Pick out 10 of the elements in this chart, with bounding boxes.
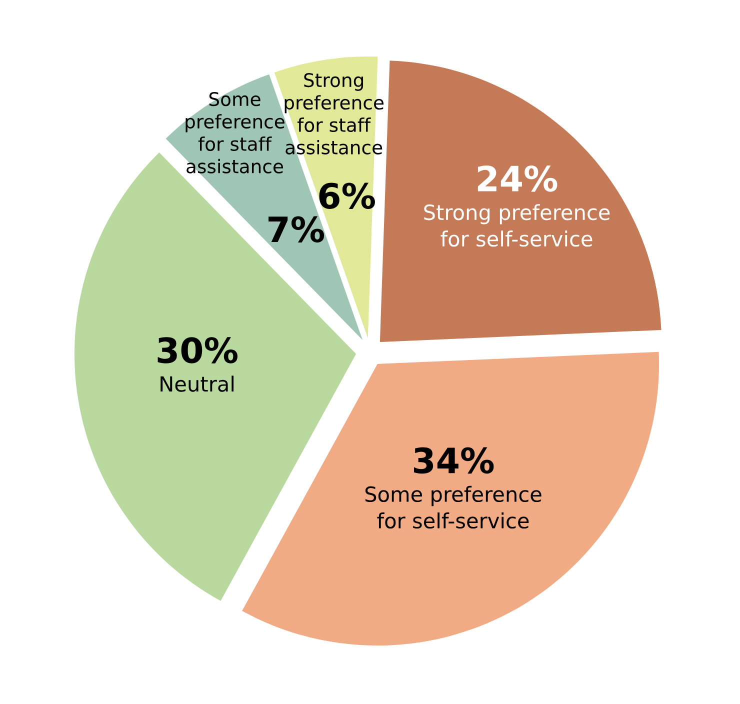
data-label: 7% [268,216,324,242]
slice-label: Neutral [160,376,234,392]
slice-label: Some preference for staff assistance [186,92,284,174]
slice-label: Some preference for self-service [365,486,542,529]
data-label: 30% [158,337,238,364]
data-label: 24% [478,165,558,192]
data-label: 6% [319,182,375,209]
slice-label: Strong preference for self-service [424,204,610,247]
data-label: 34% [414,447,494,474]
slice-label: Strong preference for staff assistance [284,73,384,154]
